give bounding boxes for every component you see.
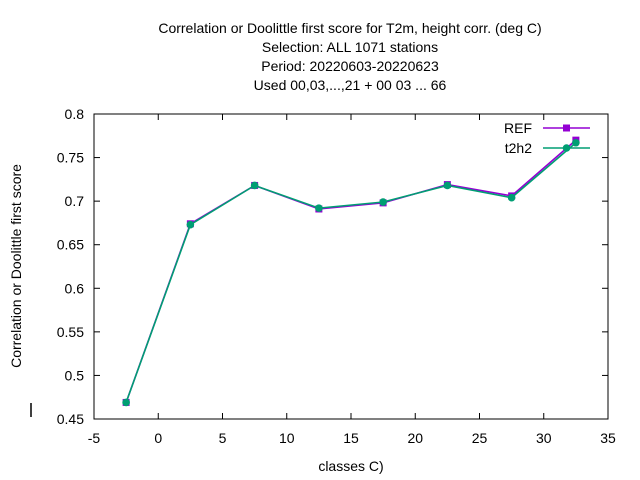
x-tick-label: -5	[88, 430, 101, 446]
chart-title: Correlation or Doolittle first score for…	[158, 20, 541, 93]
y-tick-label: 0.65	[57, 237, 84, 253]
y-axis-label: Correlation or Doolittle first score	[8, 164, 24, 368]
x-tick-label: 30	[536, 430, 552, 446]
x-tick-label: 0	[154, 430, 162, 446]
x-tick-label: 15	[343, 430, 359, 446]
t2h2-point	[572, 138, 580, 147]
series-t2h2	[122, 138, 580, 407]
title-line: Period: 20220603-20220623	[261, 58, 439, 74]
series-ref	[122, 136, 580, 406]
series-layer	[122, 136, 580, 407]
t2h2-point	[122, 398, 130, 407]
y-tick-label: 0.55	[57, 324, 84, 340]
x-axis-ticks: -5 0 5 10 15 20 25 30 35	[88, 114, 616, 446]
y-tick-label: 0.45	[57, 411, 84, 427]
title-line: Selection: ALL 1071 stations	[262, 39, 438, 55]
t2h2-point	[186, 220, 195, 229]
y-tick-label: 0.7	[65, 193, 85, 209]
x-tick-label: 25	[472, 430, 488, 446]
x-tick-label: 35	[600, 430, 616, 446]
x-tick-label: 20	[407, 430, 423, 446]
x-axis-label: classes C)	[318, 458, 383, 474]
legend-label: REF	[504, 120, 532, 136]
t2h2-point	[250, 181, 259, 190]
y-tick-label: 0.6	[65, 280, 85, 296]
series-line-ref	[125, 139, 577, 403]
t2h2-point	[562, 144, 571, 152]
x-tick-label: 5	[219, 430, 227, 446]
y-axis-ticks: 0.45 0.5 0.55 0.6 0.65 0.7 0.75 0.8	[57, 106, 608, 427]
y-tick-label: 0.75	[57, 150, 84, 166]
plot-area-frame	[93, 113, 609, 420]
legend-label: t2h2	[505, 140, 532, 156]
x-tick-label: 10	[279, 430, 295, 446]
legend: REF t2h2	[504, 120, 590, 156]
t2h2-point	[315, 204, 323, 212]
series-line-t2h2	[125, 142, 577, 403]
t2h2-point	[379, 198, 387, 206]
y-tick-label: 0.8	[65, 106, 85, 122]
title-line: Correlation or Doolittle first score for…	[158, 20, 541, 36]
t2h2-point	[507, 193, 516, 202]
title-line: Used 00,03,...,21 + 00 03 ... 66	[254, 77, 447, 93]
y-tick-label: 0.5	[65, 367, 85, 383]
ref-point	[563, 124, 570, 132]
t2h2-point	[443, 181, 452, 190]
